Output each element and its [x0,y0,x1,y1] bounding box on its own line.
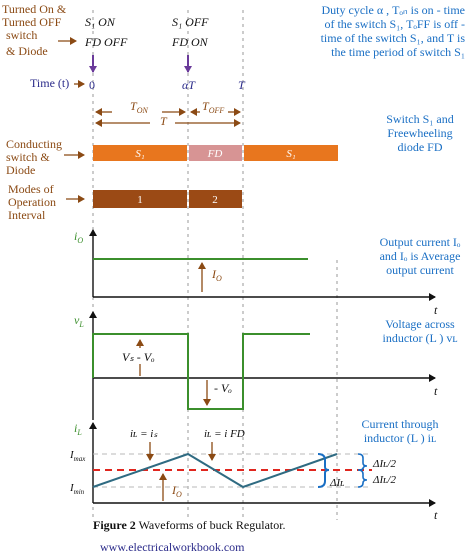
mode-2-label: 2 [212,194,218,206]
svg-text:Freewheeling: Freewheeling [387,126,452,140]
svg-text:Switch S₁ and: Switch S₁ and [386,112,454,126]
svg-text:Conducting: Conducting [6,137,62,151]
t-period-label: T [160,114,168,128]
svg-text:FD ON: FD ON [171,35,209,49]
svg-text:switch &: switch & [6,150,50,164]
conducting-label: Conducting switch & Diode [6,137,62,177]
svg-text:inductor (L ) vʟ: inductor (L ) vʟ [382,331,457,345]
imin-label: Imin [69,482,85,496]
vl-note: Voltage across inductor (L ) vʟ [382,317,457,345]
minus-vo: - Vₒ [214,381,232,395]
bar-fd-label: FD [207,148,223,160]
io-bottom-label: IO [171,483,182,499]
il-plot: iL Imax Imin iʟ = iₛ iʟ = i FD IO ΔIʟ/2 … [69,421,438,522]
svg-text:time of the switch S₁, and T i: time of the switch S₁, and T is [321,31,466,45]
svg-text:S₁ OFF: S₁ OFF [172,15,209,29]
il-note: Current through inductor (L ) iʟ [362,417,439,445]
io-arrow-label: IO [211,267,222,283]
duty-cycle-note: Duty cycle α , Tₒₙ is on - time of the s… [321,3,466,59]
il-t-label: t [434,508,438,522]
svg-text:Diode: Diode [6,163,35,177]
svg-text:Operation: Operation [8,195,56,209]
il-waveform [92,452,338,489]
svg-text:inductor (L ) iʟ: inductor (L ) iʟ [364,431,436,445]
figure-caption: Figure 2 Waveforms of buck Regulator. [93,518,286,532]
brace-half-top [357,453,368,471]
state-on: S₁ ON FD OFF [84,15,128,49]
io-plot: iO IO t [74,229,438,317]
delta-half-bottom: ΔIʟ/2 [372,474,396,486]
brace-full [317,453,330,488]
io-t-label: t [434,303,438,317]
svg-text:switch: switch [6,28,37,42]
switch-note: Switch S₁ and Freewheeling diode FD [386,112,454,154]
imax-label: Imax [69,449,86,463]
brace-half-bottom [357,469,368,488]
mode-1-bar [93,190,187,208]
il-eq-ifd: iʟ = i FD [204,428,245,440]
il-axis-label: iL [74,421,82,437]
t-on-label: TON [130,99,148,115]
svg-text:Output current Iₒ: Output current Iₒ [380,235,461,249]
io-axis-label: iO [74,229,83,245]
io-note: Output current Iₒ and Iₒ is Average outp… [380,235,461,277]
vs-minus-vo: Vₛ - Vₒ [122,350,155,364]
svg-text:Duty cycle α , Tₒₙ is on - tim: Duty cycle α , Tₒₙ is on - time [322,3,466,17]
bar-s1-label-1: S₁ [135,148,145,160]
time-row: Time (t) 0 αT T [30,76,246,92]
vl-plot: vL Vₛ - Vₒ - Vₒ t [74,311,438,420]
state-off: S₁ OFF FD ON [171,15,209,49]
svg-text:of the switch S₁, TₒFF is off: of the switch S₁, TₒFF is off - [324,17,465,31]
switch-states-label: Turned On & Turned OFF switch & Diode [2,2,67,58]
bar-s1-first [93,145,187,161]
modes-label: Modes of Operation Interval [8,182,56,222]
time-guides [92,10,338,520]
mode-1-label: 1 [137,194,143,206]
vl-waveform [92,333,310,410]
t-off-label: TOFF [202,99,224,115]
mode-2-bar [189,190,242,208]
svg-text:Turned OFF: Turned OFF [2,15,62,29]
bar-s1-second [244,145,338,161]
delta-full: ΔIʟ [329,477,344,489]
svg-text:Turned On &: Turned On & [2,2,67,16]
svg-text:Modes of: Modes of [8,182,54,196]
svg-text:S₁ ON: S₁ ON [85,15,116,29]
vl-t-label: t [434,384,438,398]
t-zero: 0 [89,78,95,92]
svg-text:& Diode: & Diode [6,44,48,58]
website-credit: www.electricalworkbook.com [100,540,245,554]
time-label: Time (t) [30,76,69,90]
il-eq-is: iʟ = iₛ [130,428,158,440]
bar-fd [189,145,242,161]
vl-axis-label: vL [74,313,84,329]
svg-text:FD OFF: FD OFF [84,35,128,49]
t-T: T [238,78,246,92]
svg-text:Current through: Current through [362,417,439,431]
delta-half-top: ΔIʟ/2 [372,458,396,470]
svg-text:the time period of switch S₁: the time period of switch S₁ [331,45,465,59]
svg-text:output current: output current [386,263,454,277]
svg-text:Voltage across: Voltage across [385,317,455,331]
t-alphaT: αT [182,78,196,92]
svg-text:and Iₒ is Average: and Iₒ is Average [380,249,461,263]
svg-text:Interval: Interval [8,208,46,222]
bar-s1-label-2: S₁ [286,148,296,160]
period-dimensions: TON TOFF T [95,99,241,128]
svg-text:diode FD: diode FD [398,140,443,154]
